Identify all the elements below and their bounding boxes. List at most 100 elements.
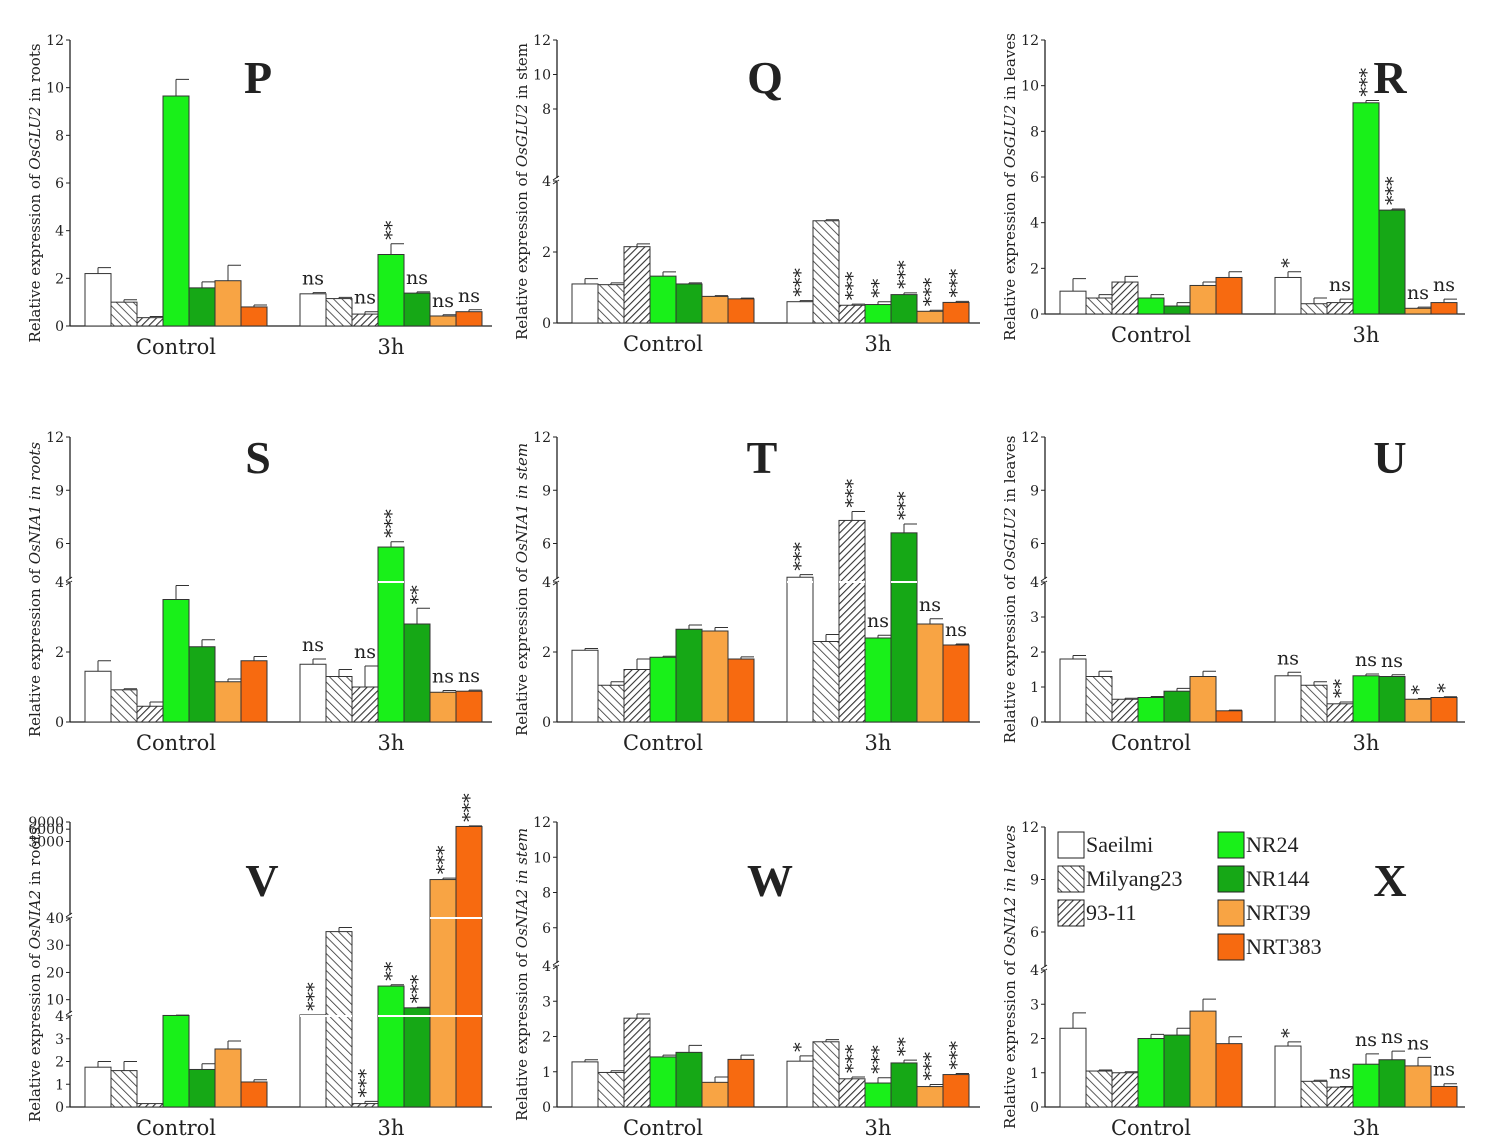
significance-label: ns xyxy=(1407,1032,1429,1054)
axis-break-gap xyxy=(553,178,561,182)
y-tick-label: 4 xyxy=(542,575,551,591)
bar-nr144-3h xyxy=(403,292,431,327)
y-tick-label: 10 xyxy=(1021,79,1039,95)
error-bar xyxy=(903,523,917,533)
y-axis-label-prefix: Relative expression of xyxy=(26,564,44,737)
bar-nr144-control xyxy=(675,1051,703,1108)
legend: Saeilmi Milyang23 93-11 NR24 NR144 NRT39 NRT38… xyxy=(1057,831,1322,961)
error-bar xyxy=(688,1044,702,1053)
bar-nrt39-3h xyxy=(916,623,944,723)
bar-milyang23-3h xyxy=(325,676,353,723)
bar-nr24-3h xyxy=(1352,102,1380,315)
error-bar xyxy=(338,296,352,299)
y-tick-label: 8 xyxy=(55,128,64,144)
error-bar xyxy=(123,688,137,690)
axis-break-mark xyxy=(65,576,73,586)
significance-label: *** xyxy=(407,974,429,1003)
bar-nr144-3h xyxy=(890,532,918,723)
bar-milyang23-control xyxy=(1085,676,1113,723)
axis-break-gap xyxy=(66,915,74,919)
error-bar xyxy=(877,1077,891,1084)
panel-letter: V xyxy=(245,855,278,906)
error-bar xyxy=(468,825,482,827)
error-bar xyxy=(851,1076,865,1079)
y-axis-label-suffix: in stem xyxy=(513,43,531,104)
bar-nr24-control xyxy=(162,1014,190,1108)
bar-93-11-control xyxy=(623,669,651,723)
error-bar xyxy=(1287,271,1301,278)
error-bar xyxy=(312,658,326,665)
error-bar xyxy=(851,303,865,306)
bar-saeilmi-control xyxy=(84,670,112,723)
y-axis-label-suffix: in roots xyxy=(26,827,44,890)
panel-letter: W xyxy=(747,855,793,906)
axis-break-mark xyxy=(552,576,560,586)
error-bar xyxy=(1313,1079,1327,1082)
bar-saeilmi-3h xyxy=(786,301,814,324)
y-tick-label: 12 xyxy=(533,815,551,831)
error-bar xyxy=(1202,281,1216,286)
error-bar xyxy=(442,877,456,880)
error-bar xyxy=(1124,697,1138,700)
y-tick-label: 2 xyxy=(1030,261,1039,277)
y-tick-label: 4 xyxy=(542,959,551,975)
error-bar xyxy=(312,292,326,294)
significance-label: ns xyxy=(302,634,324,656)
error-bar xyxy=(253,656,267,661)
y-tick-label: 1 xyxy=(1030,1066,1039,1082)
bar-nrt39-control xyxy=(214,681,242,723)
error-bar xyxy=(1098,1069,1112,1072)
bar-nrt383-control xyxy=(727,658,755,723)
y-axis-label-prefix: Relative expression of xyxy=(26,949,44,1122)
axis-break-gap xyxy=(553,579,561,583)
error-bar xyxy=(584,648,598,651)
y-tick-label: 12 xyxy=(533,33,551,49)
error-bar xyxy=(1072,655,1086,659)
error-bar xyxy=(740,1054,754,1060)
bar-nrt39-control xyxy=(1189,676,1217,723)
bar-milyang23-3h xyxy=(325,298,353,327)
error-bar xyxy=(929,1083,943,1087)
y-axis-label-suffix: in leaves xyxy=(1001,436,1019,508)
legend-swatch-saeilmi xyxy=(1057,831,1085,859)
error-bar xyxy=(825,634,839,642)
bar-saeilmi-3h xyxy=(299,663,327,723)
bar-nrt39-control xyxy=(1189,284,1217,315)
significance-label: *** xyxy=(459,793,481,822)
y-tick-label: 6 xyxy=(542,537,551,553)
error-bar xyxy=(825,1039,839,1042)
panel-letter: S xyxy=(245,432,271,483)
error-bar xyxy=(468,309,482,312)
y-axis-label-gene: OsNIA2 in leaves xyxy=(1001,825,1019,956)
x-category-label: Control xyxy=(1111,731,1191,755)
x-category-label: Control xyxy=(623,332,703,356)
bar-nr24-control xyxy=(1137,697,1165,723)
error-bar xyxy=(799,300,813,302)
error-bar xyxy=(1313,681,1327,686)
bar-nr144-3h xyxy=(890,294,918,324)
significance-label: ns xyxy=(1433,1059,1455,1081)
y-tick-label: 3000 xyxy=(28,834,64,850)
bar-nr144-3h xyxy=(403,1007,431,1108)
bar-milyang23-control xyxy=(597,1071,625,1108)
error-bar xyxy=(662,655,676,658)
bar-nrt383-3h xyxy=(1430,697,1458,723)
y-tick-label: 1 xyxy=(55,1077,64,1093)
bar-93-11-3h xyxy=(1326,1086,1354,1108)
y-tick-label: 4 xyxy=(55,575,64,591)
bar-saeilmi-control xyxy=(1059,1027,1087,1108)
significance-label: ** xyxy=(894,1037,916,1057)
error-bar xyxy=(1365,673,1379,676)
bar-nr24-3h xyxy=(377,546,405,723)
error-bar xyxy=(1365,1053,1379,1065)
significance-label: ns xyxy=(1329,1061,1351,1083)
error-bar xyxy=(1072,278,1086,292)
error-bar xyxy=(740,656,754,659)
legend-swatch-nr144 xyxy=(1217,865,1245,893)
error-bar xyxy=(1150,695,1164,698)
y-tick-label: 0 xyxy=(542,316,551,332)
bar-nr24-control xyxy=(649,275,677,324)
